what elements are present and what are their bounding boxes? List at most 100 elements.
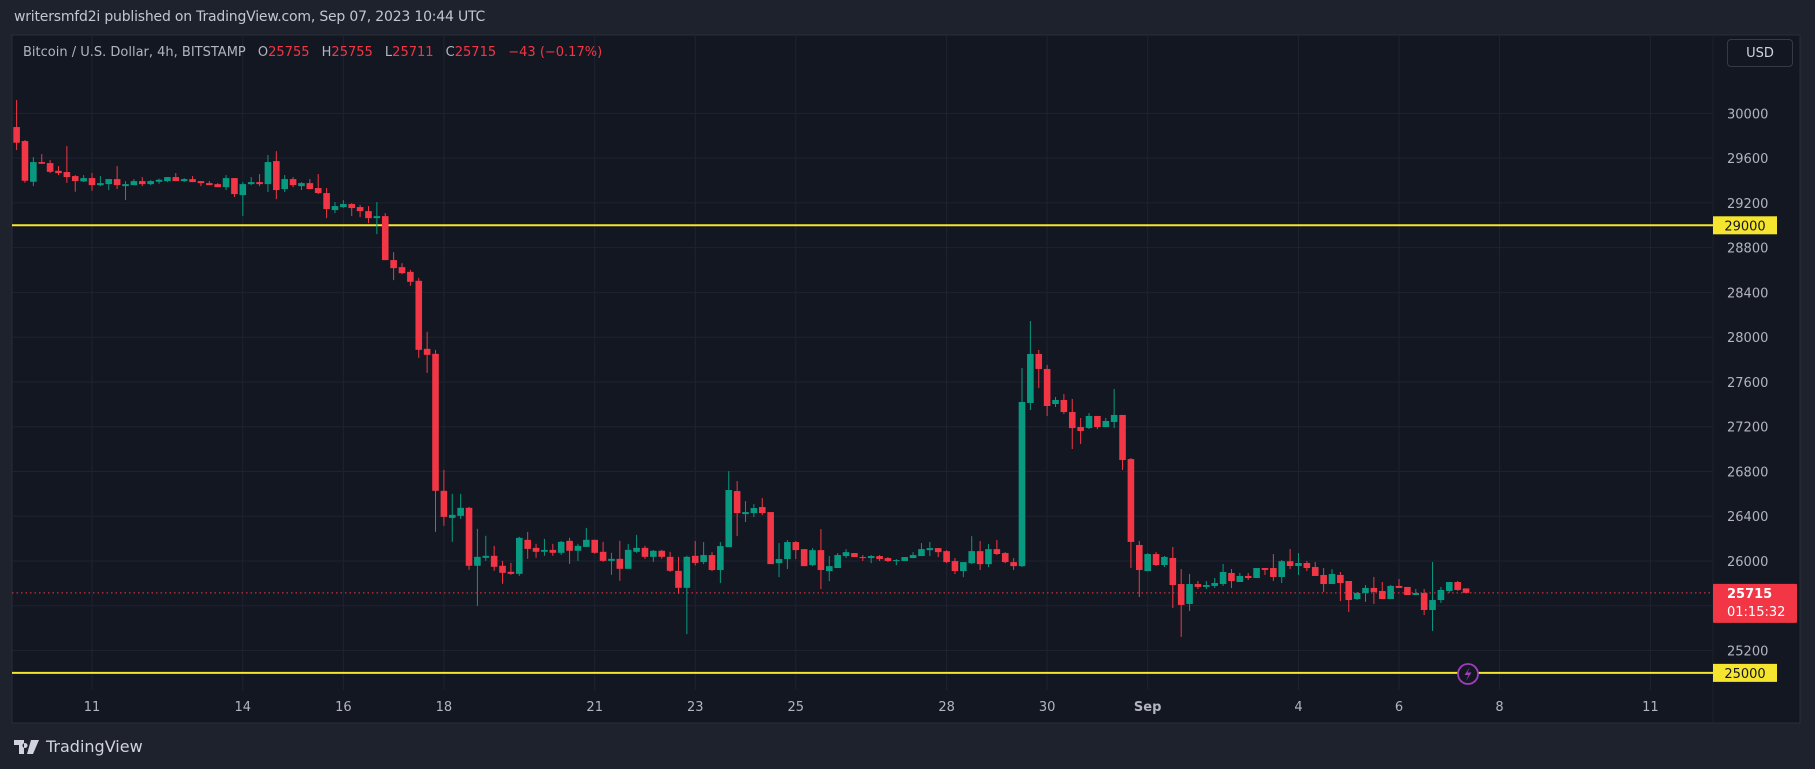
candle-body — [113, 179, 121, 186]
candle-body — [214, 184, 221, 188]
candle — [750, 504, 758, 518]
candle — [574, 543, 582, 561]
horizontal-lines — [12, 224, 1713, 674]
candle-body — [38, 162, 46, 164]
candle-body — [901, 557, 908, 561]
candle-body — [1152, 554, 1160, 566]
candle — [1395, 578, 1403, 588]
currency-button[interactable]: USD — [1727, 39, 1793, 67]
candle — [197, 181, 205, 187]
price-tick-label: 28800 — [1727, 242, 1768, 257]
candle-body — [155, 179, 163, 182]
candle — [348, 203, 356, 217]
candle-body — [289, 179, 297, 186]
axes: 25200 26000 26400 26800 27200 27600 28000 28400… — [84, 107, 1797, 715]
candle — [1010, 558, 1017, 571]
candle — [1236, 572, 1244, 583]
candle — [46, 160, 54, 174]
candle-body — [1362, 587, 1369, 593]
candle-body — [97, 183, 104, 186]
candle — [1353, 591, 1361, 601]
candle-body — [1001, 553, 1009, 563]
candle — [80, 175, 87, 183]
candle-body — [1211, 583, 1218, 586]
candle-body — [1370, 587, 1378, 592]
candle — [256, 174, 263, 187]
candle — [381, 213, 389, 261]
candle-body — [918, 549, 925, 557]
candle-body — [1295, 562, 1302, 567]
candle-body — [1119, 414, 1126, 461]
candle-body — [331, 206, 339, 211]
candle-body — [264, 162, 272, 185]
candle-body — [432, 353, 439, 491]
low-label: L — [384, 45, 393, 60]
tradingview-logo-text: TradingView — [46, 737, 143, 756]
open-value: 25755 — [268, 45, 310, 60]
candle — [1219, 563, 1227, 586]
candle — [792, 541, 800, 560]
candle — [189, 176, 196, 183]
price-tick-label: 26400 — [1727, 510, 1768, 525]
candle-body — [1177, 584, 1185, 605]
candle — [214, 183, 221, 188]
candle — [1018, 367, 1026, 568]
time-tick-label: 8 — [1495, 700, 1503, 715]
candle — [842, 549, 850, 559]
candle-body — [792, 542, 800, 551]
candle-body — [1278, 561, 1286, 577]
candle — [273, 151, 280, 200]
candle — [1278, 559, 1286, 584]
candle — [1043, 364, 1051, 416]
candle — [1286, 549, 1294, 570]
candle — [708, 552, 716, 572]
candle — [1270, 554, 1277, 582]
candle-body — [180, 179, 188, 182]
candle — [541, 538, 548, 556]
candle-body — [130, 181, 138, 186]
candle — [122, 181, 129, 201]
candle — [298, 182, 305, 191]
symbol-legend[interactable]: Bitcoin / U.S. Dollar, 4h, BITSTAMP O257… — [23, 45, 602, 60]
candle-body — [1328, 573, 1336, 585]
candle-body — [1236, 575, 1244, 583]
candle-body — [1135, 544, 1143, 571]
candle — [1462, 588, 1470, 594]
candle — [407, 269, 414, 286]
candle — [524, 531, 531, 559]
candle — [1328, 569, 1336, 585]
candle — [926, 542, 934, 557]
candle-body — [666, 556, 674, 571]
candle — [314, 174, 322, 195]
candle-body — [1060, 399, 1068, 413]
candle — [239, 182, 247, 217]
candle — [247, 177, 255, 186]
candle — [1404, 586, 1411, 595]
open-label: O — [257, 45, 269, 60]
candle — [423, 331, 431, 373]
tradingview-logo[interactable]: TradingView — [14, 737, 143, 756]
candle-body — [515, 537, 523, 574]
candle-body — [893, 560, 900, 562]
candle — [675, 556, 682, 594]
candle-body — [205, 183, 213, 186]
candle-body — [1127, 459, 1135, 542]
candle — [323, 188, 330, 219]
candle — [599, 541, 607, 562]
lightning-icon[interactable] — [1457, 663, 1479, 685]
candle-body — [641, 547, 649, 557]
high-group: H25755 — [322, 45, 373, 60]
candle-body — [281, 179, 289, 190]
tradingview-logo-icon — [14, 739, 39, 754]
candle-body — [1085, 415, 1093, 429]
candle-body — [876, 556, 883, 560]
candle — [691, 541, 699, 566]
candle-body — [365, 211, 372, 219]
price-tick-label: 27600 — [1727, 376, 1768, 391]
candle — [658, 549, 666, 559]
candle — [105, 179, 113, 191]
candle — [608, 552, 615, 575]
candle — [909, 552, 917, 559]
candle — [340, 200, 347, 209]
